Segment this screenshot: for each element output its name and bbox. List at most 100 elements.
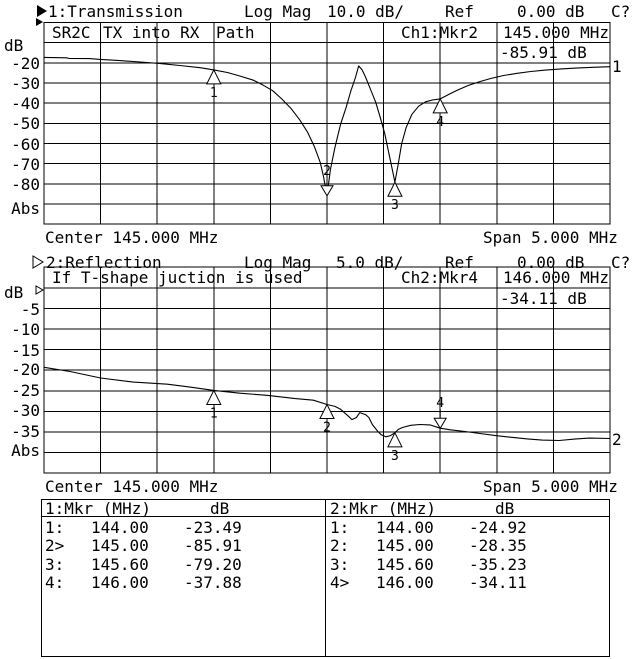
ch1-ref-position-icon [36, 18, 43, 26]
ch2-y-unit: dB [4, 283, 24, 302]
marker-triangle-down-icon [320, 185, 334, 197]
mt-cell: -24.92 [469, 518, 527, 537]
ch2-title: 2:Reflection [46, 253, 162, 272]
mt-cell: 1: [45, 518, 65, 537]
mt-cell: 145.60 [376, 555, 434, 574]
marker-2-active: 2 [320, 164, 334, 197]
ch2-memo: If T-shape juction is used [52, 268, 303, 287]
ch1-ytick: -80 [11, 175, 40, 194]
ch1-ytick: -20 [11, 54, 40, 73]
ch2-format: Log Mag [244, 253, 312, 272]
ch2-ytick: -5 [20, 300, 40, 319]
marker-4: 4 [432, 97, 449, 130]
ch1-ytick: -60 [11, 135, 40, 154]
ch1-ytick: -50 [11, 114, 40, 133]
ch2-cal-status: C? [611, 253, 631, 272]
mt-cell: 146.00 [376, 573, 434, 592]
ch1-title: 1:Transmission [48, 2, 183, 21]
marker-triangle-up-icon [387, 181, 403, 197]
marker-number: 3 [391, 449, 399, 464]
ch1-ytick: -70 [11, 155, 40, 174]
mt-cell: 3: [330, 555, 350, 574]
ch2-ytick: -30 [11, 401, 40, 420]
marker-triangle-up-icon [205, 389, 222, 405]
ch1-marker-freq: 145.000 MHz [503, 23, 609, 42]
chart1-transmission: 1 2 3 4 [43, 22, 611, 225]
chart2-reflection: 1 2 3 4 [43, 266, 611, 474]
channel2-triangle-icon [32, 255, 44, 269]
mt-cell: -28.35 [469, 536, 527, 555]
mt-cell: 145.60 [91, 555, 149, 574]
ch2-ytick: -15 [11, 341, 40, 360]
ch1-y-unit: dB [4, 36, 24, 55]
ch1-format: Log Mag [244, 2, 312, 21]
ch2-scale: 5.0 dB/ [336, 253, 404, 272]
marker-number: 2 [323, 164, 331, 179]
mt-cell: -23.49 [184, 518, 242, 537]
ch1-memo-cell3: Path [216, 23, 255, 42]
ch2-ytick: -35 [11, 422, 40, 441]
mt-cell: -34.11 [469, 573, 527, 592]
mt-cell: 145.00 [91, 536, 149, 555]
marker-triangle-up-icon [387, 431, 403, 448]
ch2-marker-value: -34.11 dB [500, 289, 587, 308]
mt-right-unit: dB [495, 499, 515, 518]
grid-lines [43, 22, 611, 225]
ch1-marker-label: Ch1:Mkr2 [401, 23, 479, 42]
marker-triangle-up-icon [432, 97, 449, 114]
ch1-memo-cell2: TX into RX [103, 23, 200, 42]
ch2-trace-number: 2 [612, 430, 622, 449]
marker-3: 3 [387, 181, 403, 213]
marker-number: 4 [436, 115, 444, 130]
mt-cell: 2> [45, 536, 65, 555]
marker-number: 1 [210, 86, 218, 101]
mt-left-title: 1:Mkr (MHz) [45, 499, 151, 518]
ch1-trace-number: 1 [612, 57, 622, 76]
mt-right-title: 2:Mkr (MHz) [330, 499, 436, 518]
mt-cell: -35.23 [469, 555, 527, 574]
ch2-ref-value: 0.00 dB [517, 253, 585, 272]
marker-number: 4 [436, 396, 444, 411]
ch1-span: Span 5.000 MHz [483, 228, 618, 247]
ch1-center: Center 145.000 MHz [45, 228, 219, 247]
mt-cell: -79.20 [184, 555, 242, 574]
ch2-ytick: -20 [11, 360, 40, 379]
ch2-marker-freq: 146.000 MHz [503, 268, 609, 287]
marker-number: 3 [391, 198, 399, 213]
mt-cell: 4: [45, 573, 65, 592]
ch1-ytick: -30 [11, 74, 40, 93]
mt-cell: -37.88 [184, 573, 242, 592]
marker-table-header-rule [41, 516, 610, 517]
marker-triangle-up-icon [205, 68, 222, 85]
marker-triangle-down-icon [433, 417, 448, 430]
ch2-marker-label: Ch2:Mkr4 [401, 268, 479, 287]
marker-table-divider [325, 499, 326, 657]
mt-cell: 4> [330, 573, 350, 592]
ch2-ytick: -25 [11, 381, 40, 400]
mt-cell: 2: [330, 536, 350, 555]
channel1-active-triangle-icon [37, 5, 47, 17]
marker-4-active: 4 [433, 396, 448, 430]
ch2-ref-position-icon [35, 285, 45, 295]
marker-1: 1 [205, 389, 222, 421]
ch1-ref-value: 0.00 dB [517, 2, 585, 21]
ch1-memo-cell1: SR2C [52, 23, 91, 42]
ch1-scale: 10.0 dB/ [327, 2, 405, 21]
mt-cell: 1: [330, 518, 350, 537]
marker-3: 3 [387, 431, 403, 464]
ch1-marker-value: -85.91 dB [500, 43, 587, 62]
trace-reflection [43, 366, 611, 442]
ch2-ytick: -10 [11, 320, 40, 339]
marker-number: 1 [210, 406, 218, 421]
ch1-ref-label: Ref [445, 2, 474, 21]
mt-cell: -85.91 [184, 536, 242, 555]
ch2-span: Span 5.000 MHz [483, 477, 618, 496]
mt-cell: 145.00 [376, 536, 434, 555]
marker-triangle-up-icon [319, 403, 335, 420]
ch1-y-abs: Abs [11, 199, 40, 218]
marker-number: 2 [323, 421, 331, 436]
ch2-y-abs: Abs [11, 441, 40, 460]
mt-left-unit: dB [210, 499, 230, 518]
grid-lines [43, 266, 611, 474]
